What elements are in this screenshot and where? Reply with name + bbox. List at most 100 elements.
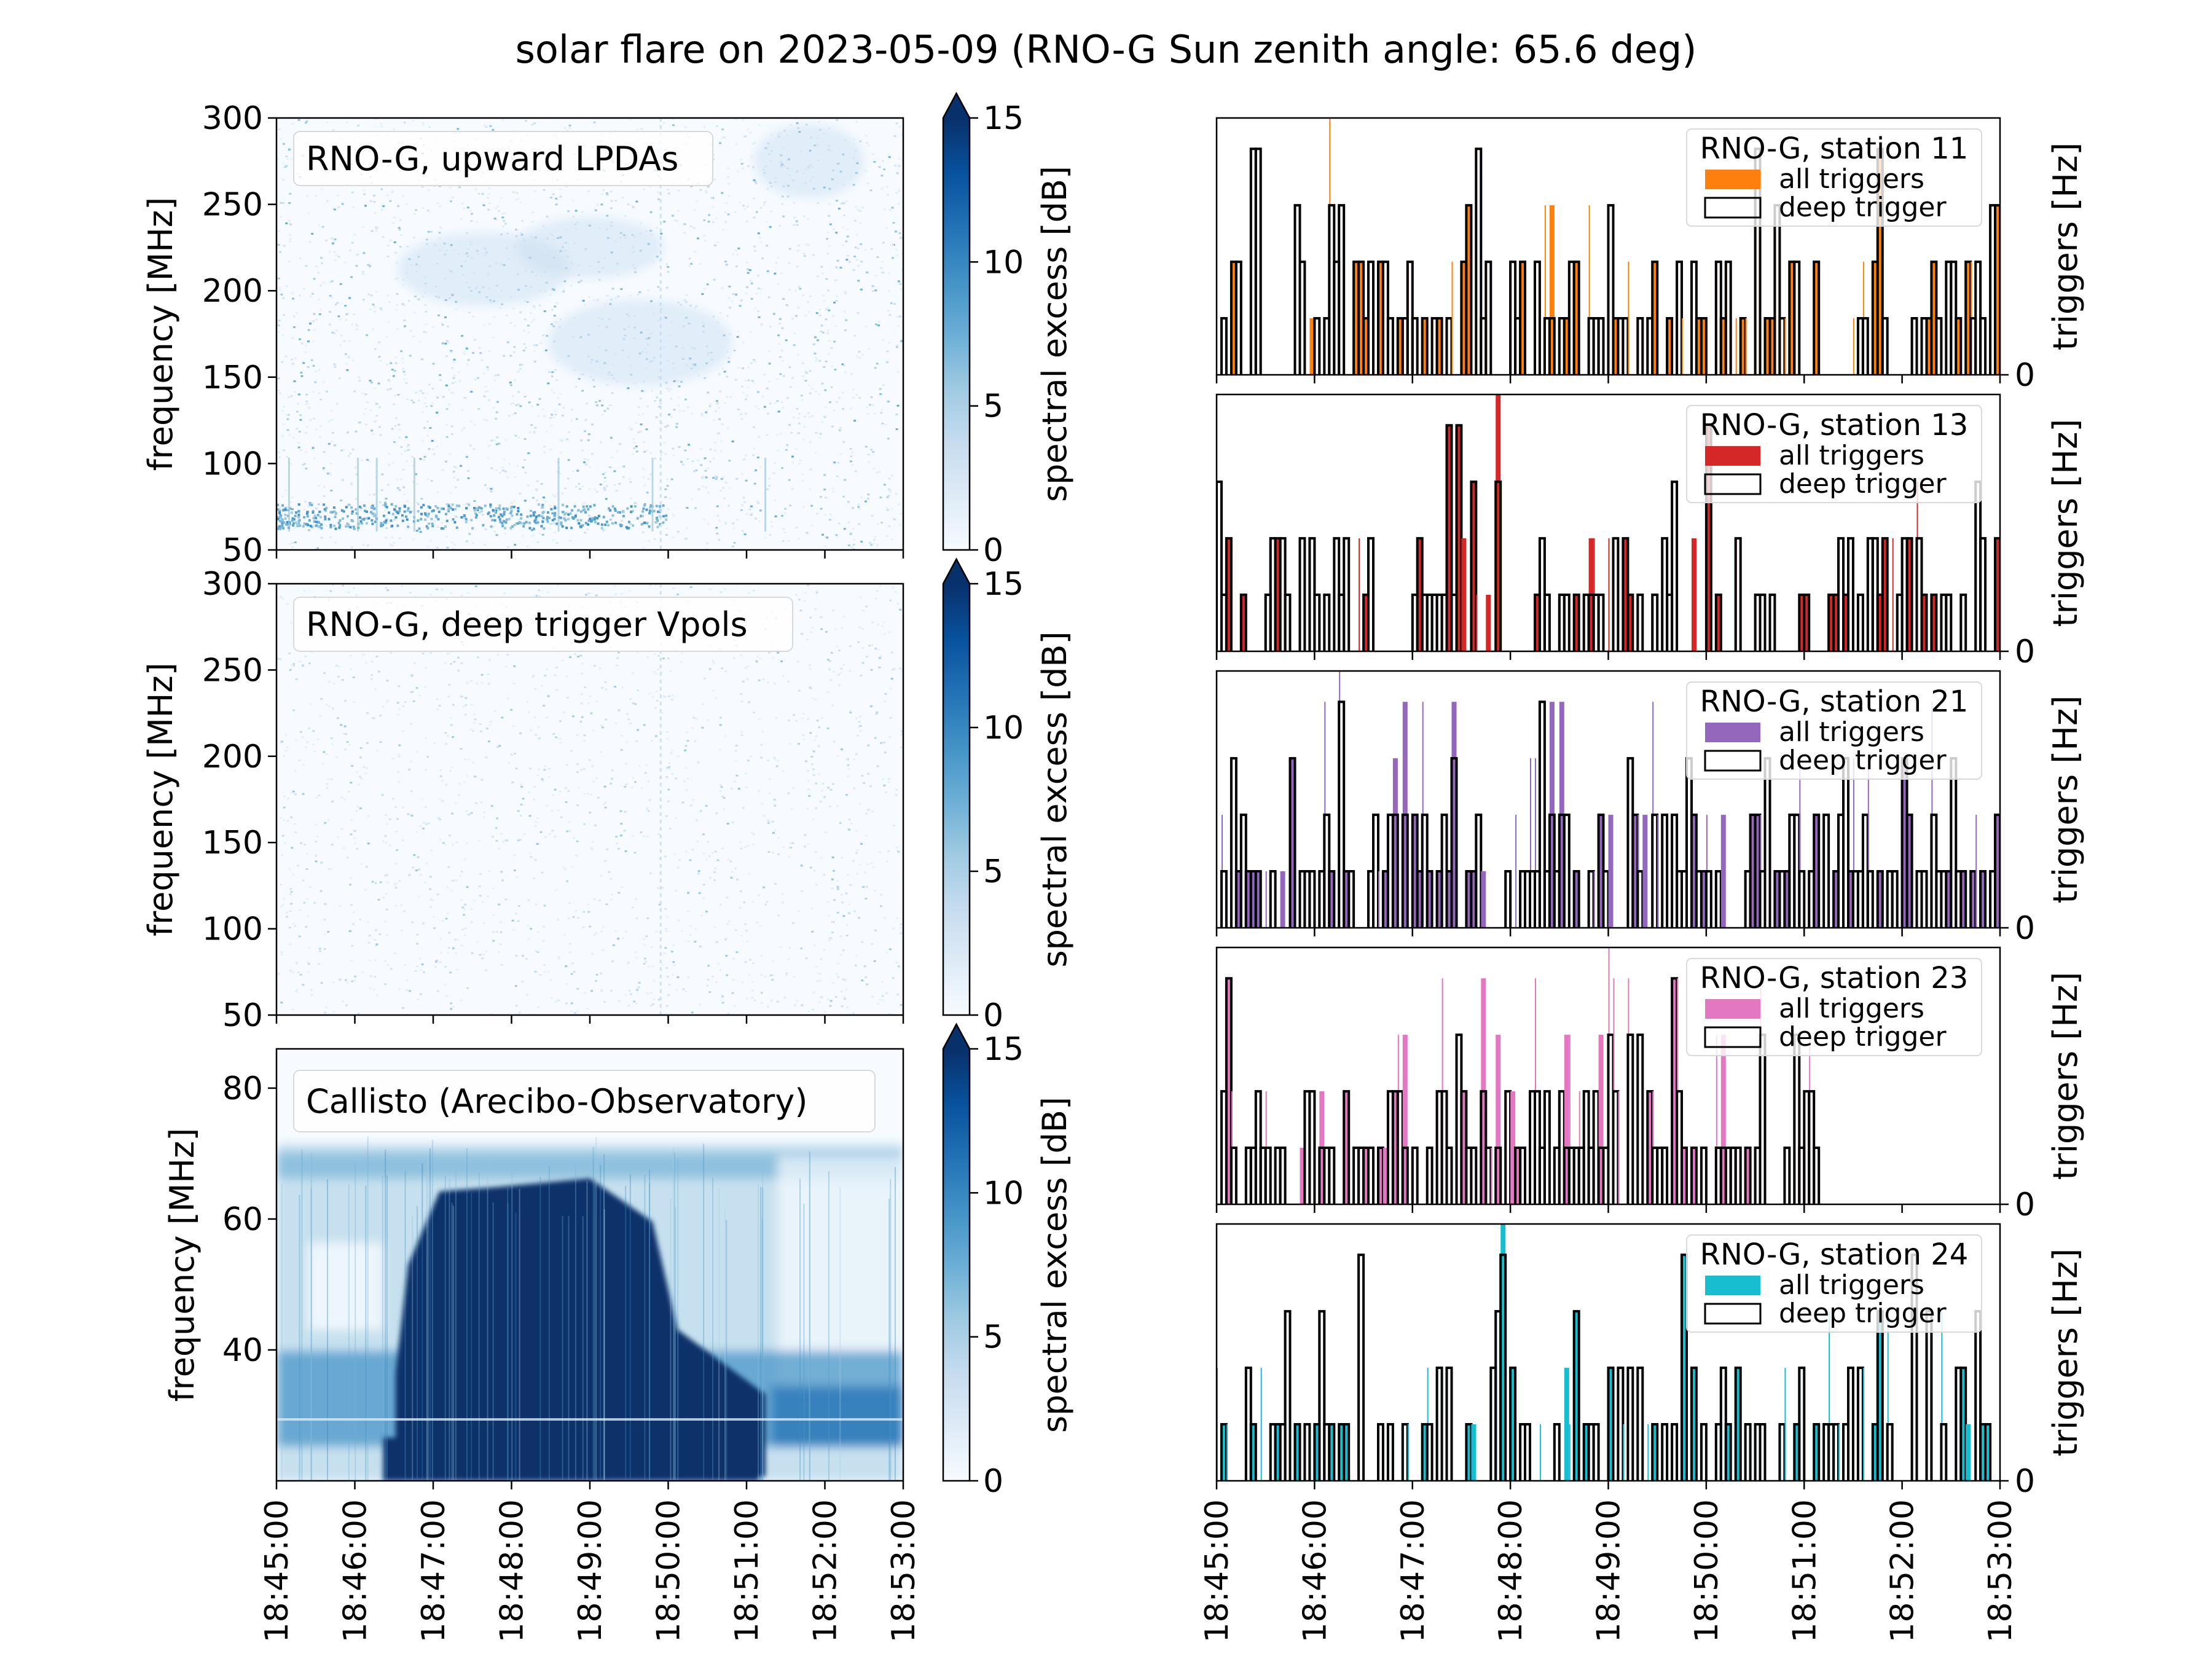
y-tick-label: 50 [222,532,263,569]
y-tick-label: 80 [222,1070,263,1107]
all-trigger-bar [1456,425,1462,651]
deep-trigger-bar [1813,261,1821,375]
rfi-line [276,1418,903,1421]
all-trigger-bar [1250,871,1256,928]
panel-label-box [293,597,793,652]
colorbar-tick-label: 5 [983,853,1003,890]
deep-trigger-bar [1714,870,1722,928]
all-trigger-bar [1300,1148,1305,1204]
all-trigger-bar [1466,205,1472,375]
y-axis: 40 60 80 frequency [MHz] [163,1070,276,1402]
all-trigger-bar [1402,1035,1408,1204]
deep-trigger-bar [1343,537,1351,651]
x-tick-label: 18:53:00 [885,1499,922,1643]
bars-area [1220,671,2000,928]
deep-trigger-bar [1734,1147,1742,1204]
deep-trigger-bar [1626,1367,1634,1481]
all-trigger-bar [1682,1148,1687,1204]
x-axis [1215,1204,2001,1213]
deep-trigger-bar [1700,317,1708,375]
legend-swatch-deep [1704,750,1762,772]
x-axis [275,1015,904,1024]
deep-trigger-bar [1239,594,1247,651]
y-tick-label: 0 [2015,1186,2035,1223]
deep-trigger-bar [1979,537,1987,651]
y-tick-label: 0 [2015,910,2035,947]
deep-trigger-bar [1676,261,1683,375]
x-tick-label: 18:47:00 [415,1499,452,1643]
all-trigger-bar [1496,1035,1501,1204]
all-trigger-bar [1339,1424,1344,1481]
deep-trigger-bar [1475,814,1483,928]
all-trigger-bar [1887,1311,1889,1481]
all-trigger-bar [1549,205,1555,375]
deep-trigger-bar [1357,1253,1365,1481]
colorbar-frame [942,92,971,551]
right-y-axis: 0 triggers [Hz] [2000,696,2085,947]
all-trigger-bar [1451,262,1453,375]
heatmap-background [276,584,903,1015]
deep-trigger-bar [1636,594,1644,651]
all-trigger-bar [1476,595,1478,651]
all-trigger-bar [1569,1035,1571,1204]
deep-trigger-bar [1347,870,1355,928]
all-trigger-bar [1344,1091,1349,1204]
all-trigger-bar [1872,1424,1878,1481]
deep-trigger-bar [1484,1147,1492,1204]
deep-trigger-bar [1298,537,1306,651]
all-trigger-bar [1461,1091,1467,1204]
all-trigger-bar [1290,758,1295,928]
all-trigger-bar [1706,425,1711,651]
all-trigger-bar [1535,595,1540,651]
deep-trigger-bar [1734,1367,1742,1481]
legend-swatch-all [1705,170,1760,189]
all-trigger-bar [1378,262,1383,375]
x-axis [1215,375,2001,383]
right-y-axis: 0 triggers [Hz] [2000,419,2085,670]
deep-trigger-bar [1465,204,1473,375]
legend-swatch-deep [1704,197,1762,219]
all-trigger-bar [1354,262,1359,375]
all-trigger-bar [1344,871,1349,928]
bars-area [1217,1224,1992,1481]
deep-trigger-bar [1445,317,1453,375]
deep-trigger-bar [1450,757,1458,928]
deep-trigger-bar [1288,757,1296,928]
callisto-heatmap [276,1136,903,1481]
all-trigger-bar [1843,595,1848,651]
legend-label-deep: deep trigger [1779,468,1947,500]
all-trigger-bar [1720,815,1726,928]
deep-trigger-bar [1803,594,1811,651]
all-trigger-bar [1642,815,1648,928]
deep-trigger-bar [1264,1147,1272,1204]
deep-trigger-bar [1984,1423,1992,1481]
all-trigger-bar [1392,1091,1398,1204]
all-trigger-bar [1437,871,1442,928]
deep-trigger-bar [1959,870,1967,928]
all-trigger-bar [1535,758,1536,928]
all-trigger-bar [1853,318,1854,375]
deep-trigger-bar [1945,594,1953,651]
deep-trigger-bar [1651,261,1659,375]
all-trigger-bar [1985,1424,1991,1481]
colorbar-tick-label: 0 [983,1463,1003,1500]
all-trigger-bar [1510,1368,1516,1481]
y-axis-label: triggers [Hz] [2046,143,2085,351]
all-trigger-bar [1515,815,1517,928]
deep-trigger-bar [1504,1090,1512,1204]
all-trigger-bar [1255,871,1261,928]
y-tick-label: 40 [222,1332,263,1369]
deep-trigger-bar [1783,1147,1791,1204]
deep-trigger-bar [1822,814,1830,928]
all-trigger-bar [1755,815,1760,928]
panel-label-box [293,131,713,186]
all-trigger-bar [1657,815,1659,928]
y-axis-label: frequency [MHz] [141,662,180,936]
x-axis [1215,928,2001,936]
deep-trigger-bar [1886,1423,1894,1481]
deep-trigger-bar [1651,814,1659,928]
x-tick-label: 18:45:00 [1199,1499,1236,1643]
deep-trigger-bar [1881,537,1889,651]
colorbar: 0 5 10 15 spectral excess [dB] [942,1022,1074,1500]
